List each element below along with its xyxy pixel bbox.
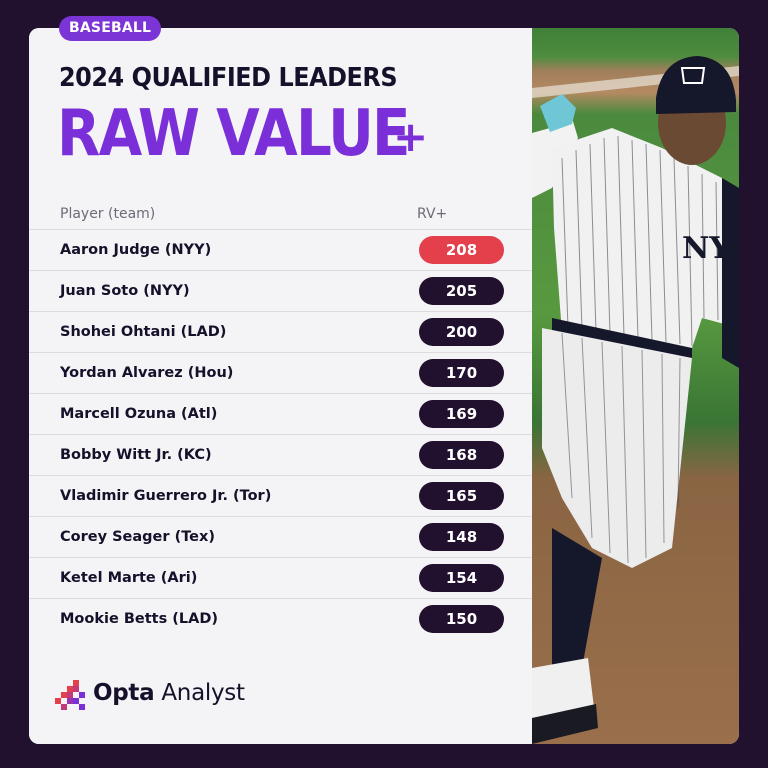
- player-name: Mookie Betts (LAD): [60, 611, 219, 627]
- page-title: RAW VALUE: [57, 97, 411, 171]
- player-name: Bobby Witt Jr. (KC): [60, 447, 212, 463]
- table-row: Mookie Betts (LAD) 150: [29, 598, 532, 639]
- leader-table: Aaron Judge (NYY) 208 Juan Soto (NYY) 20…: [29, 229, 532, 639]
- leaderboard-card: 2024 QUALIFIED LEADERS RAW VALUE + Playe…: [29, 28, 739, 744]
- opta-analyst-logo: Opta Analyst: [53, 676, 253, 716]
- player-name: Yordan Alvarez (Hou): [60, 365, 234, 381]
- player-name: Ketel Marte (Ari): [60, 570, 198, 586]
- rv-value-badge: 205: [419, 277, 504, 305]
- table-row: Corey Seager (Tex) 148: [29, 516, 532, 557]
- column-header-rv: RV+: [417, 206, 448, 222]
- rv-value-badge: 148: [419, 523, 504, 551]
- rv-value-badge: 208: [419, 236, 504, 264]
- subtitle: 2024 QUALIFIED LEADERS: [59, 63, 398, 93]
- player-name: Vladimir Guerrero Jr. (Tor): [60, 488, 272, 504]
- rv-value-badge: 154: [419, 564, 504, 592]
- table-row: Bobby Witt Jr. (KC) 168: [29, 434, 532, 475]
- title-plus-sign: +: [393, 112, 429, 161]
- rv-value-badge: 168: [419, 441, 504, 469]
- column-header-player: Player (team): [60, 206, 156, 222]
- table-row: Yordan Alvarez (Hou) 170: [29, 352, 532, 393]
- table-row: Aaron Judge (NYY) 208: [29, 229, 532, 270]
- rv-value-badge: 150: [419, 605, 504, 633]
- table-row: Marcell Ozuna (Atl) 169: [29, 393, 532, 434]
- table-row: Shohei Ohtani (LAD) 200: [29, 311, 532, 352]
- rv-value-badge: 200: [419, 318, 504, 346]
- opta-logo-icon: [55, 680, 85, 710]
- table-row: Vladimir Guerrero Jr. (Tor) 165: [29, 475, 532, 516]
- rv-value-badge: 170: [419, 359, 504, 387]
- sport-badge: BASEBALL: [59, 16, 162, 41]
- player-name: Shohei Ohtani (LAD): [60, 324, 227, 340]
- player-name: Marcell Ozuna (Atl): [60, 406, 218, 422]
- logo-product: Analyst: [154, 680, 245, 706]
- rv-value-badge: 165: [419, 482, 504, 510]
- player-name: Corey Seager (Tex): [60, 529, 215, 545]
- baseball-player-photo: NY: [532, 28, 739, 744]
- player-name: Aaron Judge (NYY): [60, 242, 212, 258]
- rv-value-badge: 169: [419, 400, 504, 428]
- player-illustration-icon: NY: [532, 56, 739, 744]
- table-panel: 2024 QUALIFIED LEADERS RAW VALUE + Playe…: [29, 28, 532, 744]
- table-row: Juan Soto (NYY) 205: [29, 270, 532, 311]
- player-name: Juan Soto (NYY): [60, 283, 190, 299]
- logo-brand: Opta: [93, 680, 155, 706]
- table-row: Ketel Marte (Ari) 154: [29, 557, 532, 598]
